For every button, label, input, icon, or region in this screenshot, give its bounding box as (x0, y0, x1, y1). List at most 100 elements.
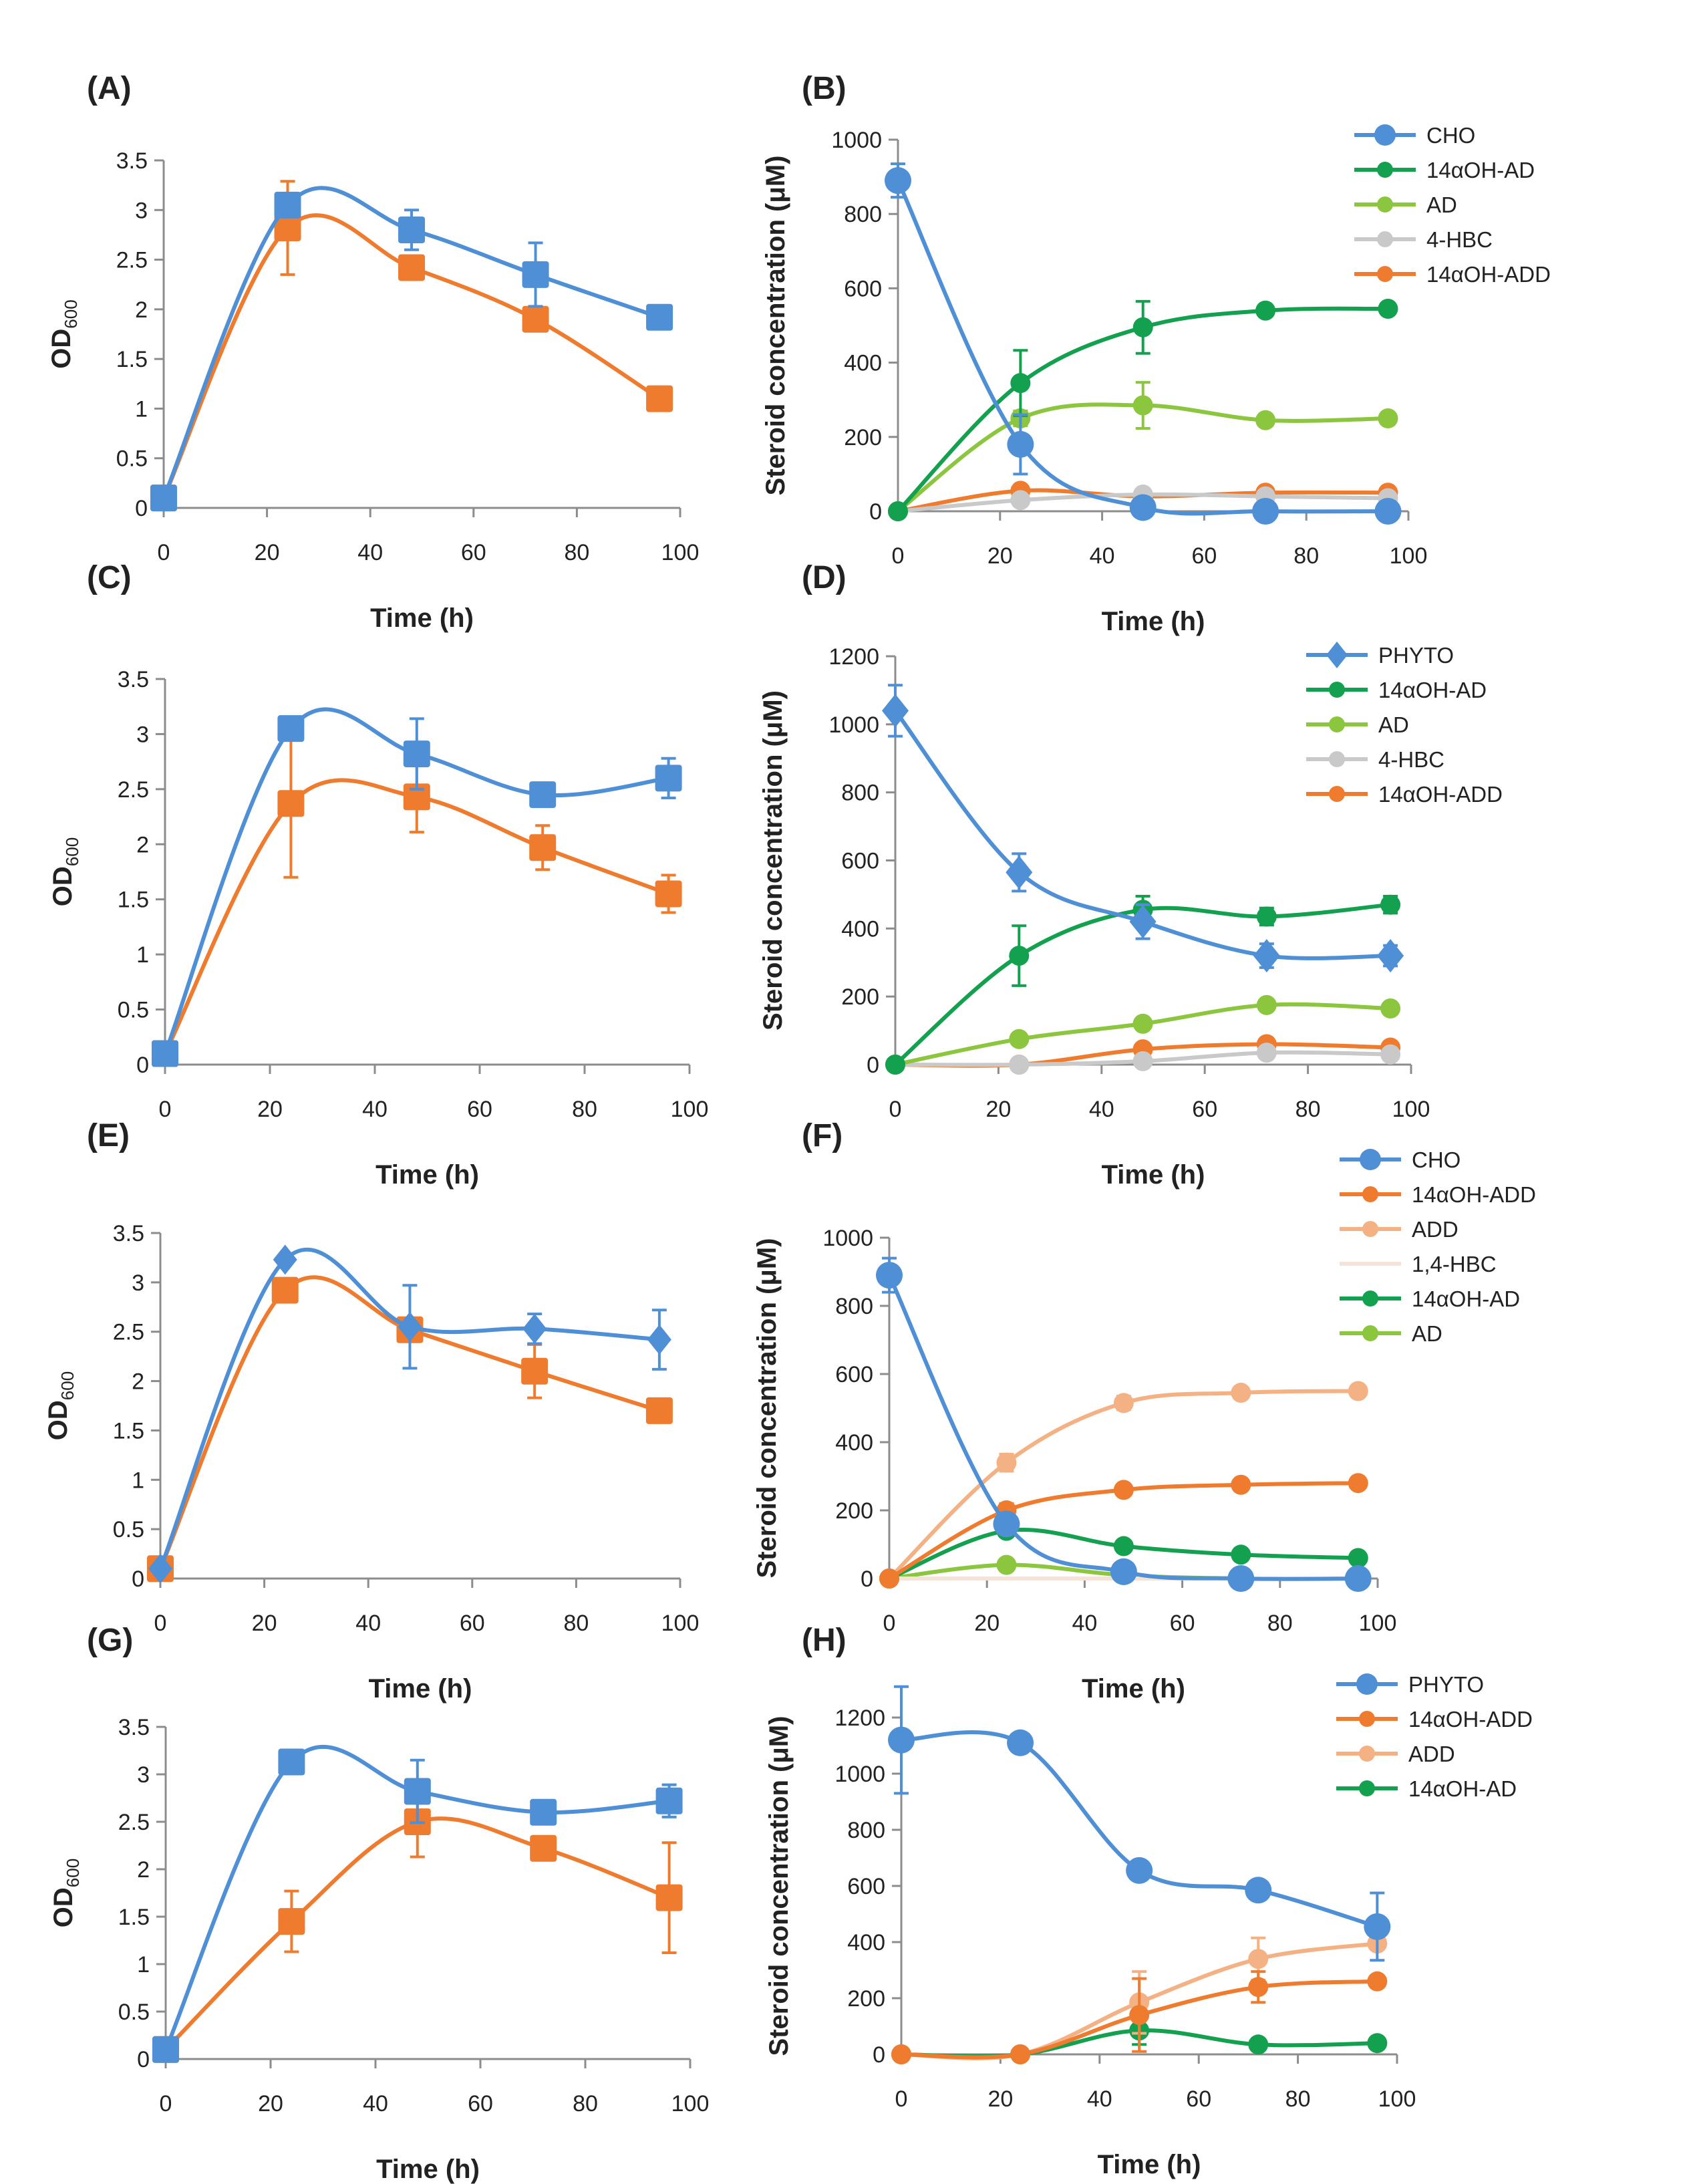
y-tick-label: 3.5 (116, 148, 148, 174)
x-axis-title: Time (h) (1102, 607, 1205, 636)
series-14-oh-ad-marker-0 (888, 501, 908, 521)
y-tick-label: 0 (136, 1053, 149, 1078)
legend-label: 14αOH-ADD (1408, 1707, 1533, 1732)
series-orange-marker-4 (645, 1397, 673, 1424)
series-14-oh-ad (888, 298, 1398, 521)
x-tick-label: 40 (1072, 1611, 1097, 1636)
y-tick-label: 400 (847, 1930, 885, 1955)
series-4-hbc-marker-1 (1010, 490, 1031, 511)
x-axis-title: Time (h) (376, 2155, 480, 2184)
series-14-oh-ad-marker-2 (1132, 317, 1153, 337)
x-tick-label: 0 (883, 1611, 896, 1636)
series-14-oh-add-marker-4 (1348, 1473, 1368, 1494)
legend-label: 14αOH-AD (1426, 158, 1535, 182)
panel-label-b: (B) (802, 71, 847, 106)
x-tick-label: 100 (661, 540, 700, 565)
series-cho-marker-0 (876, 1262, 903, 1289)
x-tick-label: 80 (1267, 1611, 1293, 1636)
y-tick-label: 1.5 (118, 888, 149, 913)
legend-label: AD (1378, 712, 1409, 737)
series-add-marker-1 (996, 1452, 1017, 1473)
series-blue-marker-2 (403, 740, 430, 768)
x-tick-label: 20 (985, 1097, 1011, 1122)
x-tick-label: 100 (1390, 543, 1428, 569)
panel-label-c: (C) (87, 560, 132, 595)
y-axis-title-subscript: 600 (62, 837, 82, 866)
x-tick-label: 60 (1186, 2086, 1211, 2112)
legend-swatch-marker-1 (1329, 682, 1345, 698)
series-14-oh-add-marker-0 (879, 1568, 899, 1589)
series-4-hbc-marker-3 (1256, 1043, 1277, 1063)
y-tick-label: 2.5 (116, 248, 148, 273)
x-tick-label: 100 (671, 2091, 710, 2117)
series-14-oh-add-marker-1 (1010, 2044, 1031, 2064)
legend-swatch-marker-1 (1359, 1711, 1375, 1727)
legend: CHO 14αOH-ADD ADD 1,4-HBC 14αOH-AD AD (1340, 1147, 1536, 1346)
legend-item-4-hbc: 4-HBC (1354, 227, 1493, 252)
series-14-oh-add-marker-2 (1129, 2005, 1150, 2026)
y-tick-label: 2.5 (118, 1810, 150, 1835)
legend-swatch-marker-0 (1356, 1673, 1378, 1695)
legend: PHYTO 14αOH-AD AD 4-HBC 14αOH-ADD (1306, 642, 1503, 807)
legend-swatch-marker-2 (1377, 196, 1393, 213)
legend-label: 14αOH-AD (1412, 1286, 1520, 1311)
series-blue-marker-2 (398, 217, 426, 243)
series-blue (148, 1244, 671, 1584)
x-tick-label: 60 (467, 1097, 492, 1122)
legend-label: CHO (1412, 1147, 1461, 1172)
series-ad-marker-4 (1380, 998, 1401, 1018)
y-tick-label: 600 (844, 276, 882, 301)
x-tick-label: 100 (1359, 1611, 1397, 1636)
series-add-marker-3 (1248, 1949, 1269, 1969)
x-tick-label: 100 (671, 1097, 709, 1122)
series-ad-marker-3 (1256, 994, 1277, 1015)
y-tick-label: 0 (135, 496, 148, 521)
legend-label: PHYTO (1378, 643, 1454, 668)
legend-label: 1,4-HBC (1412, 1252, 1497, 1276)
legend: CHO 14αOH-AD AD 4-HBC 14αOH-ADD (1354, 123, 1551, 287)
y-tick-label: 0 (132, 1566, 144, 1592)
x-tick-label: 80 (573, 2091, 598, 2117)
y-axis-title: Steroid concentration (μM) (758, 690, 788, 1031)
y-tick-label: 600 (835, 1362, 873, 1387)
y-tick-label: 2 (137, 1857, 150, 1883)
series-14-oh-ad-marker-4 (1380, 894, 1401, 915)
panel-label-g: (G) (87, 1623, 133, 1658)
y-tick-label: 1200 (834, 1705, 885, 1731)
panel-e: (E) 0 0.5 1 1.5 2 2.5 3 3.5 0 20 40 60 80 100 Time (h) O… (43, 1118, 699, 1703)
legend-swatch-marker-3 (1377, 231, 1393, 247)
series-cho-line (887, 1273, 1360, 1581)
series-blue (150, 186, 673, 512)
series-ad-marker-1 (996, 1554, 1017, 1575)
series-14-oh-ad-marker-4 (1367, 2033, 1388, 2054)
x-tick-label: 0 (159, 1097, 172, 1122)
series-orange-marker-2 (398, 254, 426, 281)
legend-item-cho: CHO (1354, 123, 1475, 148)
legend-item-14-oh-add: 14αOH-ADD (1340, 1182, 1536, 1207)
series-14-oh-ad-marker-1 (1010, 373, 1031, 394)
panel-f: (F) 0 200 400 600 800 1000 0 20 40 60 80 100 Time (h)… (752, 1118, 1536, 1703)
series-blue-marker-0 (148, 1553, 172, 1584)
series-phyto-marker-0 (882, 694, 909, 728)
x-tick-label: 0 (892, 543, 905, 569)
y-tick-label: 2 (132, 1369, 144, 1395)
panel-h: (H) 0 200 400 600 800 1000 1200 0 20 40 60 80 100 Time… (764, 1623, 1533, 2179)
legend-swatch-marker-3 (1329, 751, 1345, 767)
series-4-hbc-marker-1 (1009, 1055, 1030, 1075)
y-tick-label: 1000 (834, 1762, 885, 1787)
legend-item-4-hbc: 4-HBC (1306, 747, 1444, 772)
legend-label: 14αOH-ADD (1426, 262, 1551, 287)
y-tick-label: 400 (835, 1430, 873, 1456)
legend-label: 14αOH-ADD (1378, 782, 1503, 807)
series-phyto-marker-1 (1007, 1729, 1034, 1756)
series-cho-marker-0 (885, 167, 911, 194)
series-orange-marker-4 (655, 880, 682, 908)
series-phyto (888, 1685, 1391, 1962)
legend-label: AD (1426, 192, 1457, 217)
series-phyto-marker-2 (1126, 1857, 1153, 1884)
y-tick-label: 2 (136, 832, 149, 857)
